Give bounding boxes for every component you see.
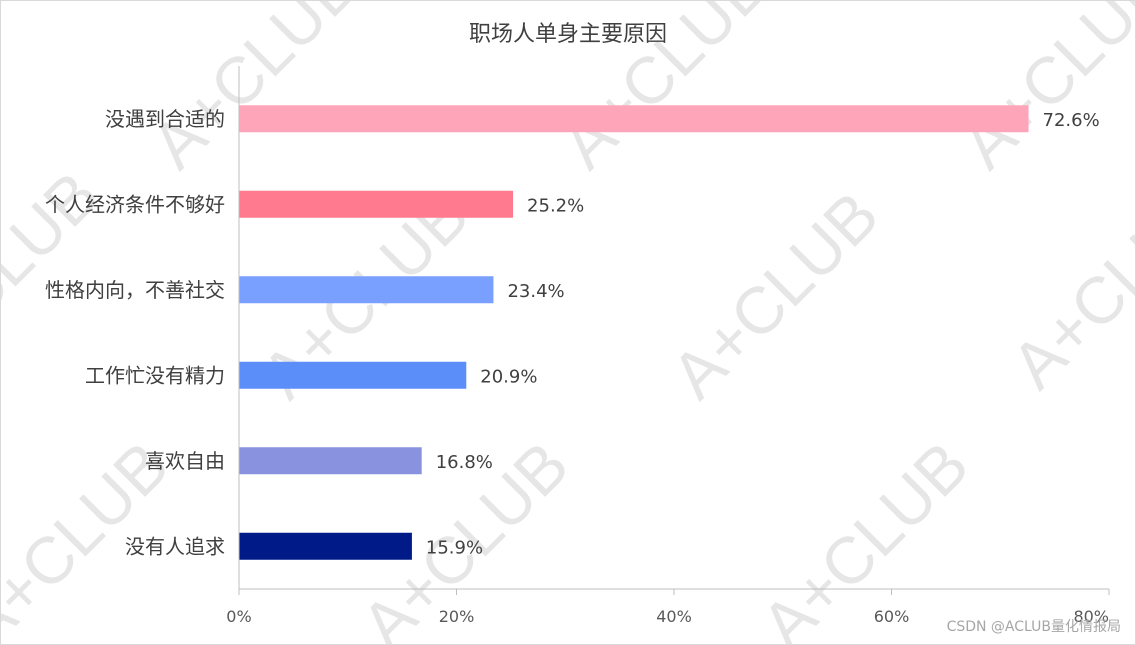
data-label: 25.2% — [527, 195, 584, 216]
data-label: 15.9% — [426, 537, 483, 558]
bar — [239, 105, 1029, 133]
bar — [239, 447, 422, 475]
watermark-text: A+CLUB — [747, 427, 982, 644]
axes-group: 0% 20% 40% 60% 80% — [226, 66, 1110, 626]
x-tick-label: 20% — [439, 607, 475, 626]
csdn-credit: CSDN @ACLUB量化情报局 — [946, 619, 1121, 635]
chart-title: 职场人单身主要原因 — [469, 22, 667, 47]
x-tick-label: 80% — [1073, 607, 1109, 626]
data-label: 20.9% — [480, 366, 537, 387]
bars-group: 没遇到合适的 72.6% 个人经济条件不够好 25.2% 性格内向，不善社交 23.4% 工… — [45, 105, 1100, 560]
watermark-text: A+CLUB — [137, 1, 372, 182]
x-tick-label: 40% — [656, 607, 692, 626]
data-label: 16.8% — [436, 452, 493, 473]
watermark-text: A+CLUB — [657, 177, 892, 412]
bar — [239, 361, 467, 389]
category-label: 喜欢自由 — [145, 449, 225, 473]
category-label: 没遇到合适的 — [105, 107, 225, 131]
category-label: 工作忙没有精力 — [85, 363, 225, 387]
category-label: 个人经济条件不够好 — [45, 192, 225, 216]
bar — [239, 190, 514, 218]
data-label: 72.6% — [1043, 110, 1100, 131]
watermark-text: A+CLUB — [997, 167, 1135, 402]
category-label: 性格内向，不善社交 — [45, 278, 225, 302]
x-tick-label: 60% — [874, 607, 910, 626]
data-label: 23.4% — [507, 281, 564, 302]
watermark-text: A+CLUB — [947, 1, 1135, 182]
x-tick-label: 0% — [226, 607, 251, 626]
category-label: 没有人追求 — [125, 534, 225, 558]
bar — [239, 276, 494, 304]
bar — [239, 532, 412, 560]
